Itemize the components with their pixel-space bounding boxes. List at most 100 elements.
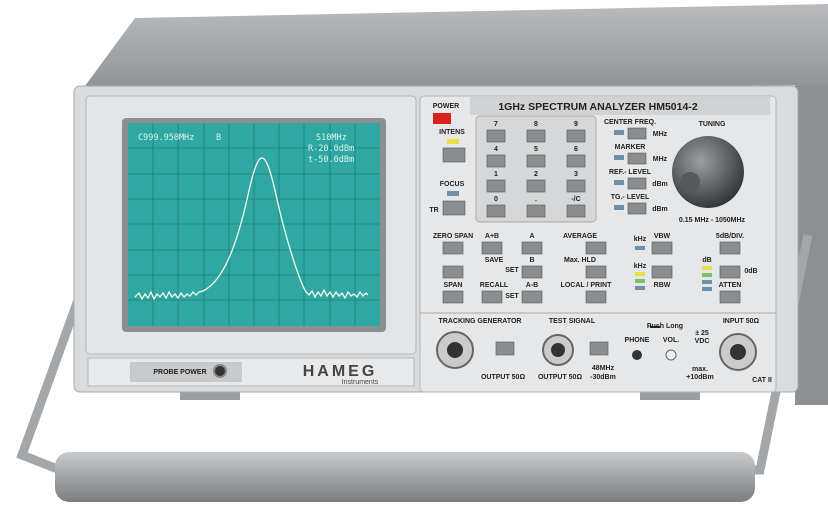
label: PROBE POWER xyxy=(153,369,206,376)
label: SPAN xyxy=(444,282,463,289)
button xyxy=(487,180,505,192)
led xyxy=(702,287,712,291)
label: SAVE xyxy=(485,257,504,264)
led xyxy=(702,280,712,284)
brand-sub: Instruments xyxy=(342,379,379,386)
knob-dimple xyxy=(680,172,700,192)
key-label: 3 xyxy=(574,171,578,178)
label: INPUT 50Ω xyxy=(723,318,760,325)
label: RBW xyxy=(654,282,671,289)
case-side xyxy=(795,85,828,405)
button xyxy=(567,180,585,192)
label: VDC xyxy=(695,338,710,345)
label: A-B xyxy=(526,282,538,289)
label: B xyxy=(529,257,534,264)
label: POWER xyxy=(433,103,459,110)
button xyxy=(590,342,608,355)
title: 1GHz SPECTRUM ANALYZER HM5014-2 xyxy=(498,101,698,113)
label: TUNING xyxy=(699,121,726,128)
button xyxy=(443,266,463,278)
label: 0dB xyxy=(744,268,757,275)
button xyxy=(567,130,585,142)
key-label: 8 xyxy=(534,121,538,128)
button xyxy=(567,155,585,167)
label: 48MHz xyxy=(592,365,615,372)
key-label: 1 xyxy=(494,171,498,178)
label: -30dBm xyxy=(590,374,616,381)
label: SET xyxy=(505,267,519,274)
led xyxy=(635,272,645,276)
label: A xyxy=(529,233,534,240)
label: ZERO SPAN xyxy=(433,233,473,240)
label: CENTER FREQ. xyxy=(604,119,656,126)
led xyxy=(702,266,712,270)
button xyxy=(482,242,502,254)
button xyxy=(652,242,672,254)
label: TR xyxy=(429,207,438,214)
label: RECALL xyxy=(480,282,509,289)
bnc-core xyxy=(447,342,463,358)
led xyxy=(614,180,624,185)
label: OUTPUT 50Ω xyxy=(538,374,583,381)
label: OUTPUT 50Ω xyxy=(481,374,526,381)
button xyxy=(527,180,545,192)
button xyxy=(567,205,585,217)
key-label: 4 xyxy=(494,146,498,153)
button xyxy=(720,291,740,303)
label: CAT II xyxy=(752,377,772,384)
led xyxy=(447,139,459,144)
led xyxy=(614,155,624,160)
button xyxy=(628,178,646,189)
readout: C999.950MHz xyxy=(138,133,194,143)
key-label: 9 xyxy=(574,121,578,128)
label: TG.- LEVEL xyxy=(611,194,650,201)
label: TEST SIGNAL xyxy=(549,318,596,325)
button xyxy=(628,203,646,214)
label: kHz xyxy=(634,263,647,270)
power-button xyxy=(433,113,451,124)
button xyxy=(586,291,606,303)
button xyxy=(527,155,545,167)
led xyxy=(447,191,459,196)
readout: t-50.0dBm xyxy=(308,155,354,165)
label: dBm xyxy=(652,206,668,213)
button xyxy=(586,242,606,254)
label: INTENS xyxy=(439,129,465,136)
key-label: 5 xyxy=(534,146,538,153)
button xyxy=(487,155,505,167)
button xyxy=(527,130,545,142)
label: PHONE xyxy=(625,337,650,344)
led xyxy=(635,286,645,290)
key-label: 2 xyxy=(534,171,538,178)
led xyxy=(614,130,624,135)
brand: HAMEG xyxy=(303,363,378,380)
button xyxy=(720,266,740,278)
label: MHz xyxy=(653,131,668,138)
label: MHz xyxy=(653,156,668,163)
button xyxy=(628,153,646,164)
button xyxy=(443,242,463,254)
label: 5dB/DIV. xyxy=(716,233,744,240)
label: kHz xyxy=(634,236,647,243)
probe-socket xyxy=(214,365,226,377)
led xyxy=(635,279,645,283)
phone-jack xyxy=(632,350,642,360)
label: LOCAL / PRINT xyxy=(561,282,613,289)
key-label: -/C xyxy=(571,196,580,203)
led xyxy=(702,273,712,277)
button xyxy=(586,266,606,278)
label: TRACKING GENERATOR xyxy=(439,318,522,325)
label: SET xyxy=(505,293,519,300)
photo: C999.950MHz B S10MHz R-20.0dBm t-50.0dBm… xyxy=(0,0,828,519)
button xyxy=(487,205,505,217)
case-top xyxy=(82,4,828,90)
button xyxy=(527,205,545,217)
label: VBW xyxy=(654,233,671,240)
label: dBm xyxy=(652,181,668,188)
handle xyxy=(55,452,755,502)
bnc-core xyxy=(551,343,565,357)
label: 0.15 MHz - 1050MHz xyxy=(679,217,746,224)
label: A+B xyxy=(485,233,499,240)
button xyxy=(522,291,542,303)
label: Max. HLD xyxy=(564,257,596,264)
